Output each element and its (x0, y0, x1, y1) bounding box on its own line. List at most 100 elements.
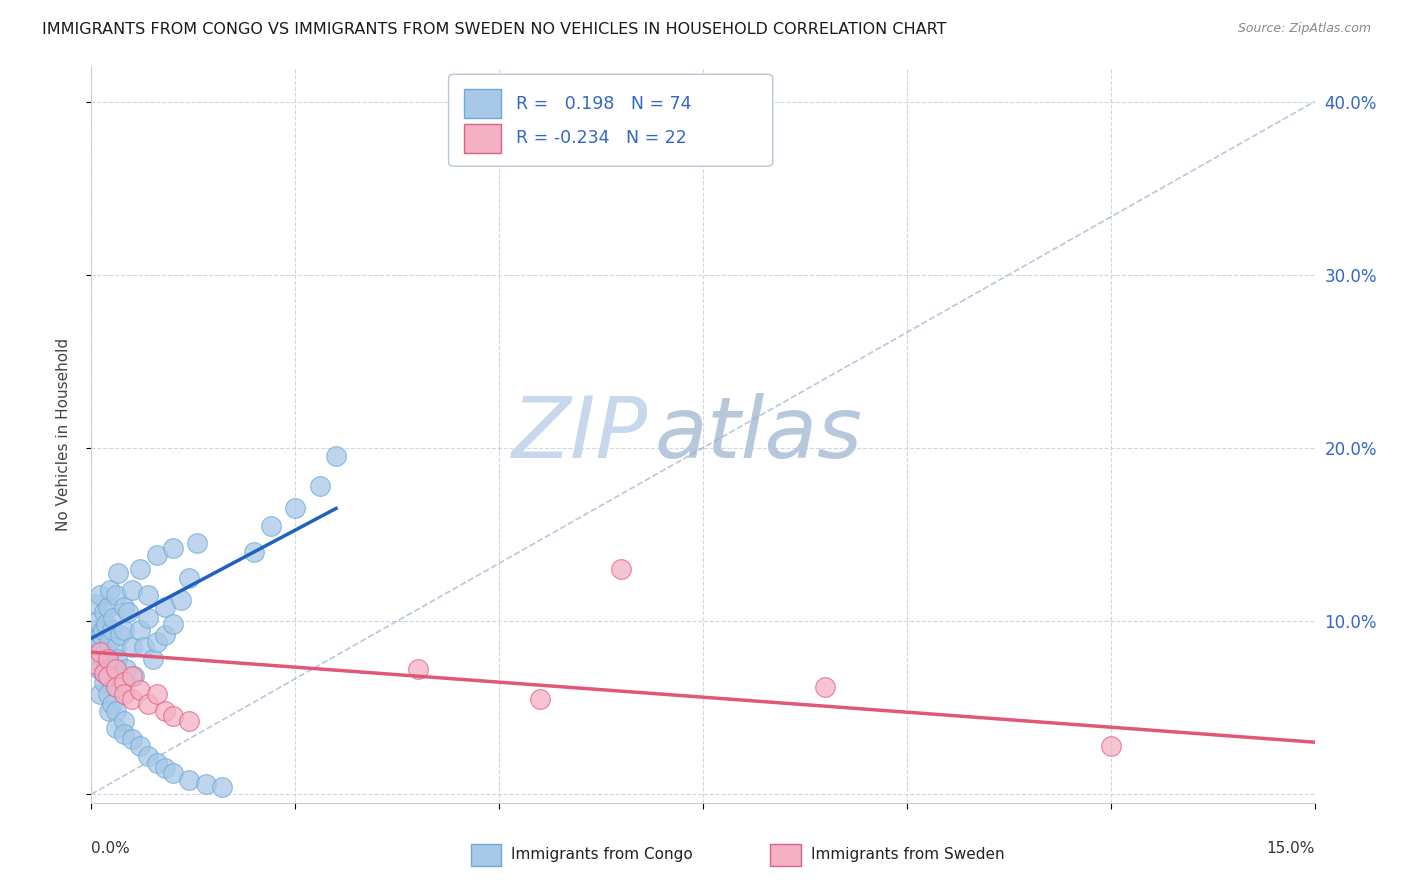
Point (97, 652, 120, 666)
Point (104, 588, 127, 602)
Point (138, 749, 160, 764)
Point (138, 588, 160, 602)
Point (112, 600, 135, 615)
Point (186, 536, 208, 550)
Point (112, 623, 135, 637)
Point (121, 669, 143, 683)
Point (162, 766, 184, 780)
Point (814, 680, 837, 694)
Point (153, 761, 176, 775)
Point (129, 739, 152, 753)
Point (112, 726, 135, 740)
Point (83, 623, 105, 637)
Point (112, 687, 135, 701)
Point (84, 657, 107, 672)
FancyBboxPatch shape (464, 124, 501, 153)
Point (89, 634, 111, 648)
Point (141, 652, 163, 666)
Point (529, 692, 551, 706)
Point (87, 614, 110, 628)
FancyBboxPatch shape (471, 844, 501, 866)
Text: R =   0.198   N = 74: R = 0.198 N = 74 (516, 95, 692, 112)
Point (308, 479, 330, 493)
Point (104, 704, 127, 718)
Point (108, 628, 131, 642)
Point (94, 663, 117, 677)
Point (91, 623, 114, 637)
Point (112, 714, 135, 729)
Text: R = -0.234   N = 22: R = -0.234 N = 22 (516, 129, 686, 147)
Text: ZIP: ZIP (512, 393, 648, 476)
Point (86, 632, 108, 646)
Point (260, 518, 283, 533)
Point (94, 645, 117, 659)
Point (103, 663, 125, 677)
Text: 0.0%: 0.0% (91, 841, 131, 856)
Point (104, 640, 127, 654)
Point (284, 501, 307, 516)
Point (84, 597, 107, 611)
Y-axis label: No Vehicles in Household: No Vehicles in Household (56, 338, 70, 532)
Point (243, 545, 266, 559)
Point (138, 610, 160, 624)
Point (87, 663, 110, 677)
Point (170, 593, 193, 607)
Point (129, 683, 152, 698)
Point (153, 600, 176, 615)
Point (107, 566, 129, 580)
Point (134, 640, 156, 654)
Point (104, 663, 127, 677)
Point (97, 657, 120, 672)
Point (97, 687, 120, 701)
Point (162, 617, 184, 632)
Point (129, 623, 152, 637)
Point (89, 645, 111, 659)
Point (93, 605, 115, 619)
Point (97, 600, 120, 615)
Point (91, 648, 114, 663)
Point (112, 674, 135, 689)
Point (153, 628, 176, 642)
Point (179, 773, 201, 788)
Point (162, 709, 184, 723)
Point (121, 640, 143, 654)
Point (121, 582, 143, 597)
Point (145, 687, 167, 701)
Point (104, 680, 127, 694)
Point (107, 652, 129, 666)
Point (93, 665, 115, 680)
FancyBboxPatch shape (464, 89, 501, 119)
FancyBboxPatch shape (449, 74, 773, 166)
Text: atlas: atlas (654, 393, 862, 476)
Point (610, 562, 633, 576)
Point (98, 582, 121, 597)
FancyBboxPatch shape (770, 844, 801, 866)
Text: IMMIGRANTS FROM CONGO VS IMMIGRANTS FROM SWEDEN NO VEHICLES IN HOUSEHOLD CORRELA: IMMIGRANTS FROM CONGO VS IMMIGRANTS FROM… (42, 22, 946, 37)
Point (93, 674, 115, 689)
Point (97, 669, 120, 683)
Point (179, 571, 201, 585)
Point (129, 562, 152, 576)
Point (90, 628, 112, 642)
Point (211, 780, 233, 795)
Point (98, 704, 121, 718)
Point (325, 450, 347, 464)
Point (89, 687, 111, 701)
Text: Immigrants from Sweden: Immigrants from Sweden (811, 847, 1004, 862)
Point (104, 722, 127, 736)
Point (406, 663, 429, 677)
Point (89, 588, 111, 602)
Point (84, 652, 107, 666)
Point (121, 731, 143, 746)
Point (101, 623, 124, 637)
Point (145, 634, 167, 648)
Point (101, 697, 124, 711)
Point (179, 714, 201, 729)
Point (122, 669, 145, 683)
Point (153, 704, 176, 718)
Point (82, 640, 104, 654)
Point (162, 541, 184, 556)
Point (94, 617, 117, 632)
Text: 15.0%: 15.0% (1267, 841, 1315, 856)
Point (121, 692, 143, 706)
